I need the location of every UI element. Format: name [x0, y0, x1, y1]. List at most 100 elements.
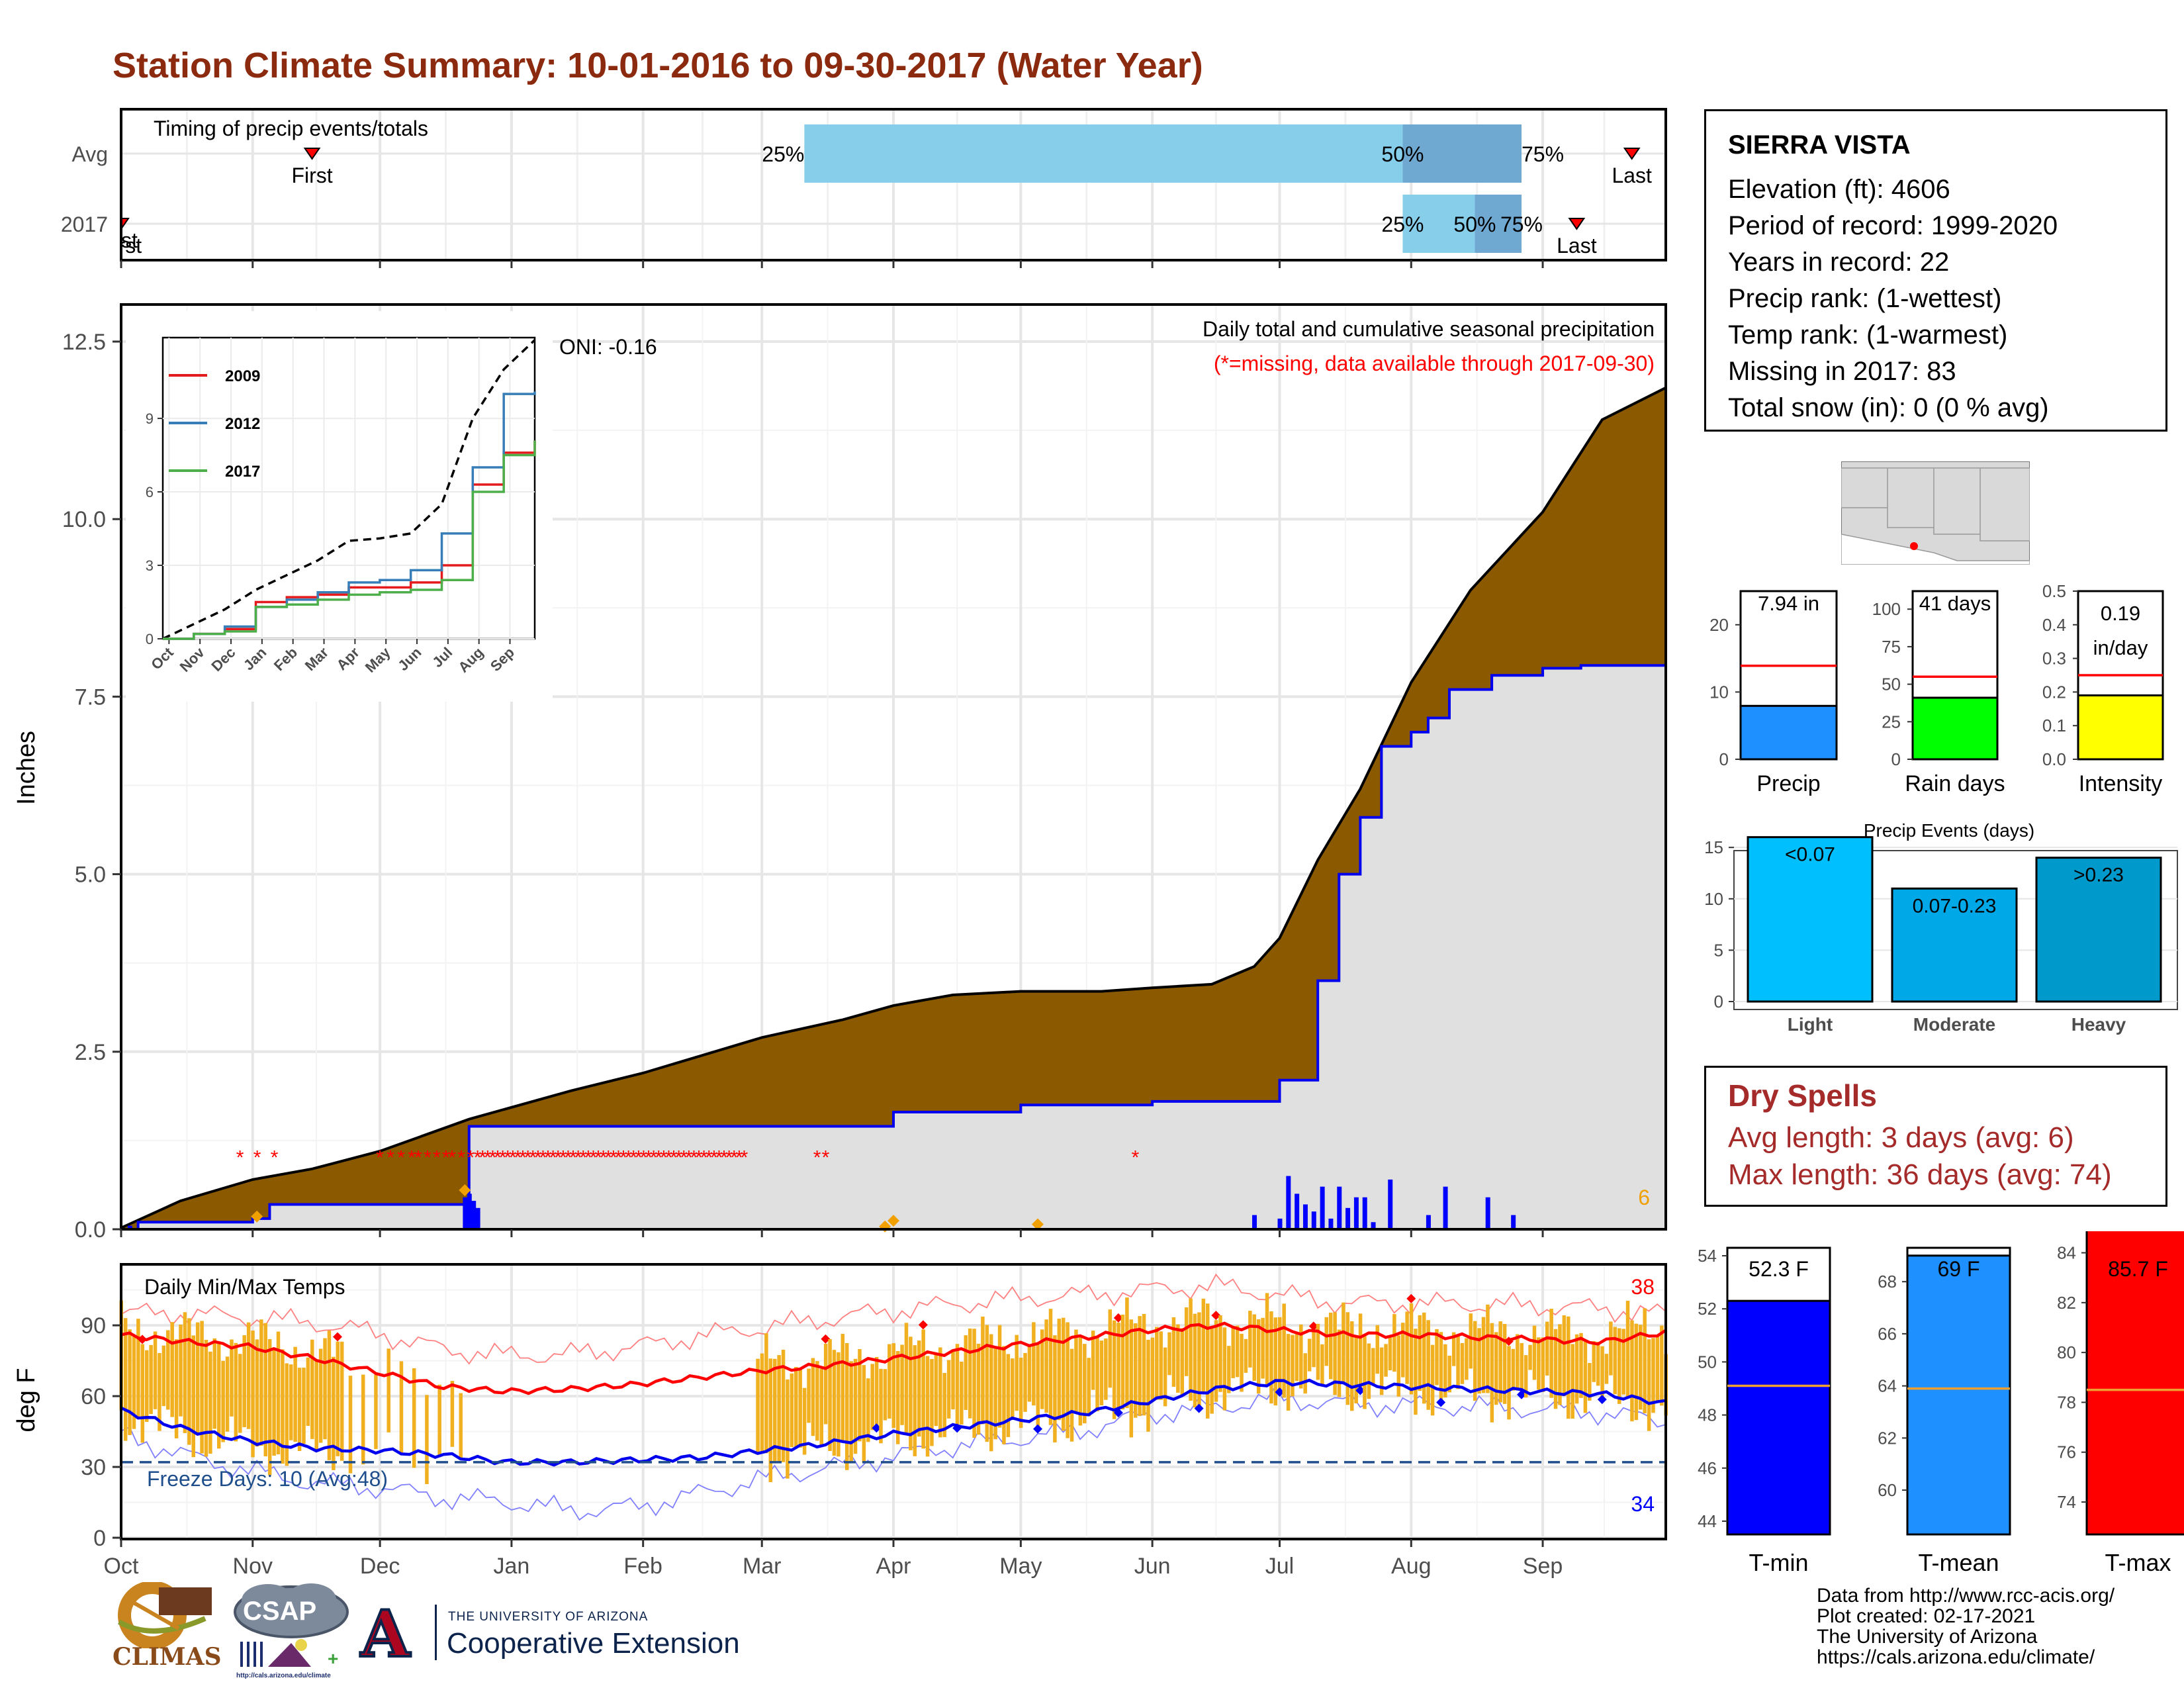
precip-event-label: 0.07-0.23 — [1913, 895, 1997, 917]
missing-data-star: * — [457, 1147, 465, 1168]
daily-temp-bar — [251, 1331, 255, 1458]
daily-temp-bar — [981, 1316, 985, 1425]
daily-temp-bar — [997, 1325, 1002, 1428]
daily-temp-bar — [340, 1341, 344, 1461]
temp-average-line — [120, 1378, 1666, 1467]
missing-data-star: * — [565, 1147, 572, 1168]
daily-temp-bar — [399, 1361, 404, 1453]
daily-temp-bar — [760, 1353, 764, 1454]
daily-temp-bar — [204, 1340, 208, 1457]
daily-temp-bar — [1163, 1347, 1167, 1407]
temp-gauge-bar — [2085, 1231, 2184, 1536]
missing-data-star: * — [685, 1147, 693, 1168]
missing-data-star: * — [554, 1147, 562, 1168]
daily-temp-bar — [212, 1338, 217, 1429]
last-event-marker — [1623, 148, 1641, 160]
daily-temp-bar — [976, 1343, 981, 1435]
daily-temp-bar — [1066, 1322, 1069, 1438]
daily-temp-bar — [951, 1349, 955, 1410]
daily-temp-bar — [281, 1349, 285, 1464]
precip-gauge-value: 41 days — [1919, 592, 1991, 615]
daily-temp-bar — [297, 1368, 302, 1451]
precip-gauge-tick-label: 0.1 — [2042, 716, 2066, 735]
daily-temp-bar — [887, 1344, 891, 1419]
csap-url: http://cals.arizona.edu/climate — [236, 1672, 331, 1679]
precip-gauge-tick-label: 75 — [1882, 637, 1901, 657]
daily-temp-bar — [450, 1381, 455, 1447]
daily-temp-bar — [234, 1342, 238, 1442]
daily-temp-bar — [794, 1367, 798, 1448]
record-low-marker — [1355, 1385, 1365, 1395]
precip-gauge-name: Rain days — [1905, 771, 2005, 796]
daily-temp-bar — [387, 1348, 390, 1432]
daily-temp-bar — [1651, 1338, 1655, 1413]
precip-gauge-tick-label: 0.2 — [2042, 682, 2066, 702]
daily-temp-bar — [1375, 1325, 1379, 1374]
missing-data-star: * — [813, 1147, 821, 1168]
daily-temp-bar — [1549, 1309, 1553, 1398]
daily-temp-bar — [437, 1384, 441, 1458]
missing-data-star: * — [569, 1147, 577, 1168]
daily-temp-bar — [1511, 1348, 1516, 1391]
daily-temp-bar — [844, 1343, 849, 1470]
precip-ytick-label: 7.5 — [75, 684, 106, 710]
missing-data-star: * — [509, 1147, 517, 1168]
precip-gauge-tick-label: 20 — [1709, 615, 1729, 635]
daily-temp-bar — [208, 1351, 212, 1454]
missing-data-star: * — [619, 1147, 627, 1168]
daily-temp-bar — [1537, 1337, 1541, 1390]
timing-q75-label: 75% — [1500, 212, 1543, 236]
daily-precip-bar — [475, 1207, 480, 1229]
precip-ytick-label: 10.0 — [62, 507, 106, 532]
precip-gauge-name: Precip — [1756, 771, 1820, 796]
daily-temp-bar — [230, 1339, 234, 1417]
daily-temp-bar — [942, 1373, 946, 1438]
station-info-line: Elevation (ft): 4606 — [1728, 175, 1950, 204]
snow-marker — [1032, 1218, 1044, 1231]
month-label: Jun — [1134, 1554, 1171, 1579]
daily-precip-bar — [1337, 1186, 1342, 1229]
missing-data-star: * — [271, 1147, 279, 1168]
daily-temp-bar — [1439, 1332, 1443, 1400]
precip-ytick-label: 0.0 — [75, 1217, 106, 1243]
daily-temp-bar — [1660, 1325, 1664, 1406]
missing-data-star: * — [655, 1147, 662, 1168]
daily-temp-bar — [1426, 1320, 1430, 1410]
daily-temp-bar — [832, 1350, 837, 1456]
temp-panel-title: Daily Min/Max Temps — [144, 1275, 345, 1299]
daily-precip-bar — [1320, 1186, 1325, 1229]
record-low-marker — [1436, 1397, 1446, 1407]
precip-gauge-tick-label: 0 — [1891, 749, 1901, 769]
temp-gauge-name: T-min — [1749, 1549, 1809, 1576]
credit-line: Plot created: 02-17-2021 — [1817, 1605, 2036, 1627]
first-event-label-clipped: st — [121, 228, 138, 252]
record-high-marker — [333, 1332, 343, 1342]
precip-event-category: Light — [1788, 1014, 1833, 1035]
temp-gauge-tick-label: 84 — [2057, 1243, 2076, 1263]
daily-temp-bar — [1155, 1327, 1159, 1400]
precip-event-label: >0.23 — [2073, 865, 2124, 886]
precip-ytick-label: 2.5 — [75, 1040, 106, 1065]
precip-gauge-value: 7.94 in — [1758, 592, 1819, 615]
daily-temp-bar — [895, 1351, 900, 1444]
daily-temp-bar — [853, 1358, 858, 1454]
missing-data-star: * — [524, 1147, 532, 1168]
daily-temp-bar — [289, 1364, 293, 1440]
events-tick-label: 5 — [1714, 940, 1723, 960]
missing-data-star: * — [504, 1147, 512, 1168]
daily-temp-bar — [828, 1338, 832, 1452]
precip-gauge-bar — [2077, 694, 2164, 761]
daily-temp-bar — [1609, 1321, 1613, 1376]
daily-temp-bar — [756, 1358, 760, 1455]
daily-temp-bar — [144, 1350, 149, 1422]
daily-temp-bar — [1044, 1319, 1048, 1413]
daily-temp-bar — [858, 1348, 862, 1442]
station-info-box: SIERRA VISTA Elevation (ft): 4606 Period … — [1704, 109, 2167, 432]
daily-temp-bar — [1112, 1320, 1116, 1419]
month-label: Jul — [1265, 1554, 1294, 1579]
month-label: Dec — [360, 1554, 400, 1579]
daily-temp-bar — [777, 1355, 781, 1462]
daily-temp-bar — [242, 1335, 246, 1428]
station-info-line: Total snow (in): 0 (0 % avg) — [1728, 393, 2049, 422]
record-low-marker — [1033, 1424, 1043, 1434]
